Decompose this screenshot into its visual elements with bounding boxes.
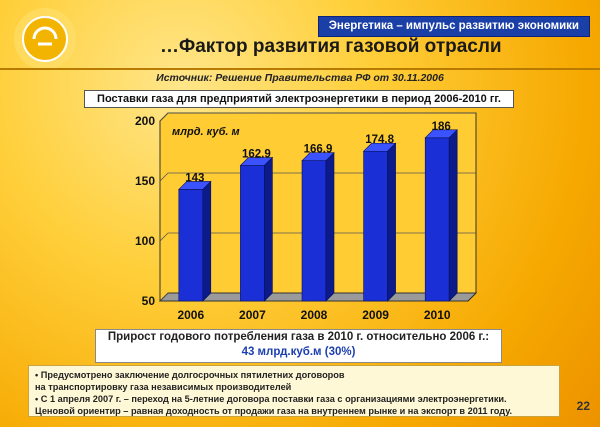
data-label: 174.8 xyxy=(365,134,394,146)
gridline-depth xyxy=(159,112,169,122)
bar xyxy=(424,137,450,302)
bar-side xyxy=(264,156,273,302)
note-line: • Предусмотрено заключение долгосрочных … xyxy=(35,370,345,380)
bar xyxy=(363,150,388,302)
data-label: 162.9 xyxy=(242,149,271,161)
x-tick-label: 2007 xyxy=(239,308,266,322)
bar-side xyxy=(448,129,458,302)
gridline-depth xyxy=(159,232,169,242)
unit-label: млрд. куб. м xyxy=(172,126,240,138)
bar xyxy=(301,160,327,302)
bar-side xyxy=(202,180,212,302)
bar xyxy=(240,165,265,302)
chart-title: Поставки газа для предприятий электроэне… xyxy=(84,90,514,108)
note-line: Ценовой ориентир – равная доходность от … xyxy=(35,406,513,416)
summary-box: Прирост годового потребления газа в 2010… xyxy=(95,329,502,363)
data-label: 143 xyxy=(185,172,204,184)
x-tick-label: 2006 xyxy=(177,308,204,322)
note-line: на транспортировку газа независимых прои… xyxy=(35,382,292,392)
page-number: 22 xyxy=(576,399,590,413)
title-divider xyxy=(0,68,600,70)
gridline-depth xyxy=(159,172,169,182)
x-tick-label: 2010 xyxy=(424,308,451,322)
bar xyxy=(178,189,204,302)
y-tick-label: 100 xyxy=(135,234,155,248)
gridline-depth xyxy=(159,292,169,302)
y-tick-label: 50 xyxy=(142,294,156,308)
notes-box: • Предусмотрено заключение долгосрочных … xyxy=(28,365,560,417)
bar-side xyxy=(325,151,335,302)
slide-title: …Фактор развития газовой отрасли xyxy=(160,36,502,57)
sun-logo-icon xyxy=(14,8,76,70)
data-label: 166.9 xyxy=(304,144,333,156)
data-label: 186 xyxy=(432,121,451,133)
source-note: Источник: Решение Правительства РФ от 30… xyxy=(156,72,444,84)
section-banner: Энергетика – импульс развитию экономики xyxy=(317,16,590,37)
company-logo xyxy=(14,8,76,70)
x-tick-label: 2008 xyxy=(301,308,328,322)
y-tick-label: 200 xyxy=(135,114,155,128)
note-line: • С 1 апреля 2007 г. – переход на 5-летн… xyxy=(35,394,507,404)
summary-value: 43 млрд.куб.м (30%) xyxy=(241,346,356,358)
y-tick-label: 150 xyxy=(135,174,155,188)
bar-side xyxy=(387,142,396,302)
summary-text: Прирост годового потребления газа в 2010… xyxy=(107,331,490,343)
x-tick-label: 2009 xyxy=(362,308,389,322)
